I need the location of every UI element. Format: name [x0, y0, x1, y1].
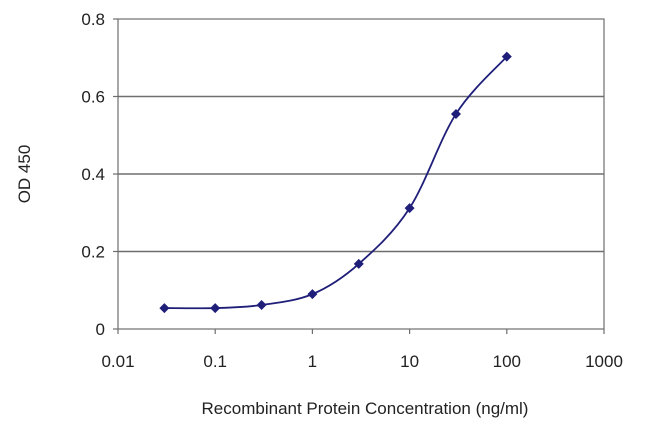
y-axis-ticks: 0 0.2 0.4 0.6 0.8 — [81, 10, 118, 339]
x-tick-label: 1 — [308, 352, 317, 371]
x-tick-label: 0.1 — [203, 352, 227, 371]
x-tick-label: 10 — [400, 352, 419, 371]
data-points — [159, 51, 512, 314]
gridlines — [118, 95, 604, 253]
data-point — [353, 258, 364, 269]
y-tick-label: 0.8 — [81, 10, 105, 29]
x-tick-label: 0.01 — [101, 352, 134, 371]
data-point — [307, 289, 318, 300]
x-axis-ticks: 0.01 0.1 1 10 100 1000 — [101, 329, 623, 371]
data-point — [501, 51, 512, 62]
y-tick-label: 0.2 — [81, 243, 105, 262]
x-axis-title: Recombinant Protein Concentration (ng/ml… — [202, 399, 529, 418]
y-tick-label: 0 — [96, 320, 105, 339]
data-point — [256, 299, 267, 310]
y-tick-label: 0.4 — [81, 165, 105, 184]
x-tick-label: 100 — [493, 352, 521, 371]
y-tick-label: 0.6 — [81, 88, 105, 107]
data-point — [450, 108, 461, 119]
data-point — [210, 303, 221, 314]
x-tick-label: 1000 — [585, 352, 623, 371]
data-point — [404, 203, 415, 214]
data-point — [159, 303, 170, 314]
series-line — [164, 55, 508, 310]
y-axis-title: OD 450 — [15, 145, 34, 204]
